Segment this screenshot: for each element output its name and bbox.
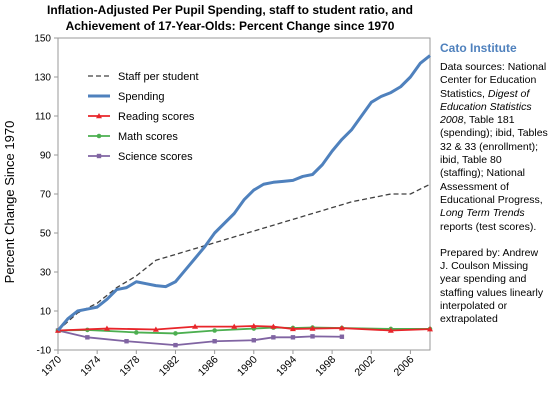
series-spending	[56, 54, 431, 332]
series-line-science-scores	[57, 329, 342, 347]
data-point-reading-scores	[103, 325, 110, 331]
y-axis-label: Percent Change Since 1970	[2, 121, 17, 284]
data-point-reading-scores	[192, 323, 199, 329]
legend-label-staff-per-student: Staff per student	[118, 71, 199, 83]
prepared-by-text: Prepared by: Andrew J. Coulson Missing y…	[440, 246, 544, 326]
y-tick-label: 30	[40, 268, 52, 279]
legend-marker-reading-scores	[96, 113, 102, 119]
legend-item-reading-scores: Reading scores	[88, 111, 195, 123]
x-tick-label: 1998	[313, 354, 338, 379]
series-staff-per-student	[57, 183, 431, 331]
legend-item-spending: Spending	[88, 91, 165, 103]
line-chart: -10 10 30 50 70 90 110 130 150 1970 1974 1978 1982 19…	[2, 34, 433, 379]
x-tick-label: 1986	[196, 354, 221, 379]
data-point-reading-scores	[231, 323, 238, 329]
data-point-science-scores	[251, 338, 256, 343]
data-point-math-scores	[212, 328, 217, 333]
data-point-science-scores	[310, 334, 315, 339]
legend-item-science-scores: Science scores	[88, 151, 193, 163]
y-tick-label: 110	[35, 112, 51, 123]
legend-label-science-scores: Science scores	[118, 151, 193, 163]
chart-title-line-2: Achievement of 17-Year-Olds: Percent Cha…	[65, 19, 395, 33]
data-point-reading-scores	[250, 323, 257, 329]
y-tick-label: 10	[40, 307, 52, 318]
data-point-reading-scores	[152, 326, 159, 332]
notes-part-d: Long Term Trends	[440, 207, 525, 220]
x-tick-label: 1990	[235, 354, 260, 379]
data-point-math-scores	[134, 330, 139, 335]
y-tick-label: 90	[40, 151, 52, 162]
data-point-reading-scores	[387, 327, 394, 333]
source-notes: Data sources: National Center for Educat…	[440, 61, 548, 327]
data-point-science-scores	[85, 335, 90, 340]
data-point-reading-scores	[289, 325, 296, 332]
legend-marker-math-scores	[96, 133, 102, 139]
x-tick-label: 2002	[352, 354, 377, 379]
plot-area-frame	[57, 37, 431, 351]
data-point-science-scores	[290, 335, 296, 340]
legend-marker-science-scores	[96, 153, 102, 159]
y-tick-label: -10	[37, 346, 52, 357]
x-tick-label: 1970	[39, 354, 64, 379]
legend-label-reading-scores: Reading scores	[118, 111, 195, 123]
x-tick-label: 2006	[392, 354, 417, 379]
data-point-reading-scores	[270, 323, 277, 329]
y-tick-label: 50	[40, 229, 52, 240]
x-tick-label: 1994	[274, 354, 299, 379]
y-tick-label: 130	[34, 73, 51, 84]
series-line-reading-scores	[57, 325, 431, 332]
legend-label-spending: Spending	[118, 91, 165, 103]
chart-title: Inflation-Adjusted Per Pupil Spending, s…	[20, 2, 440, 34]
notes-part-e: reports (test scores).	[440, 220, 537, 233]
legend-label-math-scores: Math scores	[118, 131, 178, 143]
data-point-reading-scores	[338, 325, 345, 331]
legend-item-math-scores: Math scores	[88, 131, 178, 143]
data-point-reading-scores	[427, 326, 433, 332]
series-line-staff-per-student	[57, 183, 431, 331]
data-point-science-scores	[173, 342, 178, 348]
data-point-math-scores	[173, 331, 178, 336]
series-line-spending	[56, 54, 431, 332]
y-tick-label: 70	[40, 190, 52, 201]
legend-item-staff-per-student: Staff per student	[88, 71, 199, 83]
data-point-science-scores	[339, 334, 345, 339]
data-point-science-scores	[212, 339, 217, 344]
chart-title-line-1: Inflation-Adjusted Per Pupil Spending, s…	[47, 3, 413, 17]
data-point-science-scores	[124, 339, 129, 344]
notes-part-c: , Table 181 (spending); ibid, Tables 32 …	[440, 114, 548, 206]
source-notes-text: Data sources: National Center for Educat…	[440, 61, 548, 234]
y-tick-label: 150	[34, 34, 51, 45]
series-reading-scores	[55, 323, 433, 333]
x-tick-label: 1974	[78, 354, 103, 379]
notes-part-b: Digest of Education Statistics 2008	[440, 87, 532, 127]
data-point-reading-scores	[309, 325, 316, 331]
x-tick-label: 1978	[117, 354, 142, 379]
source-org: Cato Institute	[440, 41, 517, 55]
x-tick-label: 1982	[157, 354, 182, 379]
data-point-science-scores	[271, 335, 276, 340]
legend: Staff per student Spending Reading scores M…	[88, 71, 199, 163]
series-layer	[55, 54, 433, 348]
notes-part-a: Data sources: National Center for Educat…	[440, 61, 547, 100]
